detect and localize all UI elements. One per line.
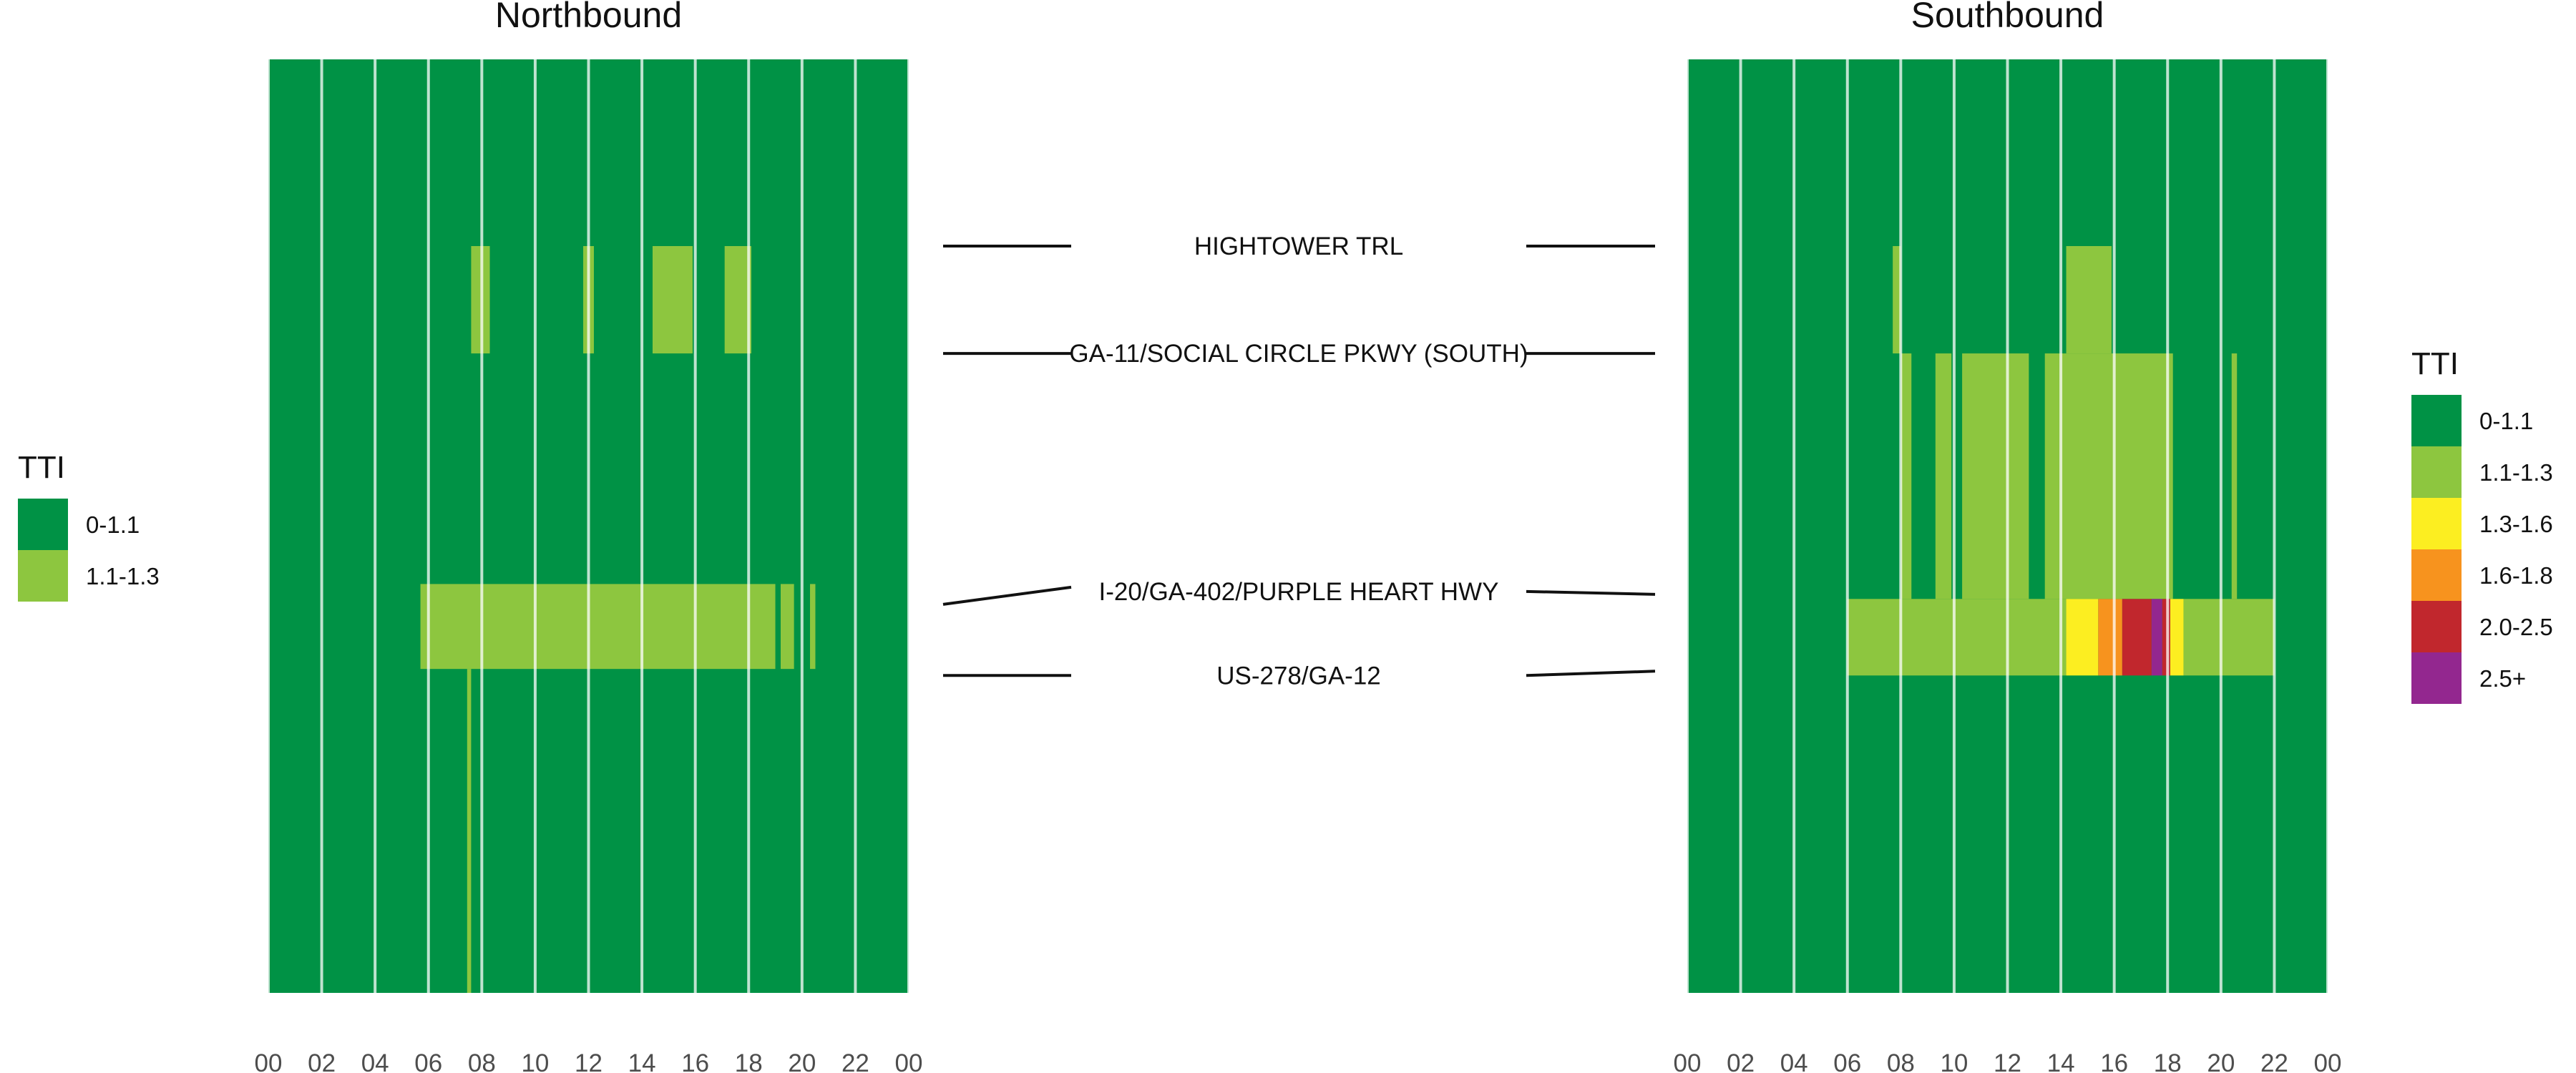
x-tick-label: 06 <box>414 1049 442 1073</box>
heatmap-cell <box>420 584 776 670</box>
road-labels-layer: HIGHTOWER TRL GA-11/SOCIAL CIRCLE PKWY (S… <box>942 232 1656 690</box>
heatmap-cell <box>1962 353 2029 599</box>
heatmap-cell <box>2122 599 2152 676</box>
legends-layer: TTI 0-1.1 1.1-1.3 TTI 0-1.1 1.1-1.3 1.3-1.6 1.6… <box>18 346 2553 704</box>
legend-label: 1.1-1.3 <box>2479 459 2553 486</box>
x-tick-label: 10 <box>521 1049 549 1073</box>
x-tick-label: 10 <box>1940 1049 1968 1073</box>
x-tick-label: 20 <box>2207 1049 2235 1073</box>
x-tick-label: 02 <box>1727 1049 1755 1073</box>
heatmap-cell <box>2231 353 2238 599</box>
legend-northbound: TTI 0-1.1 1.1-1.3 <box>18 450 160 602</box>
road-connector-right <box>1526 670 1656 677</box>
x-tick-label: 00 <box>2314 1049 2342 1073</box>
x-tick-label: 08 <box>468 1049 496 1073</box>
legend-label: 1.1-1.3 <box>86 563 160 589</box>
heatmap-cell <box>467 669 472 993</box>
legend-swatch <box>2411 549 2462 601</box>
heatmap-cell <box>653 246 693 354</box>
x-tick-label: 14 <box>2047 1049 2075 1073</box>
heatmap-cell <box>1901 353 1912 599</box>
legend-label: 2.5+ <box>2479 665 2526 692</box>
panel-southbound: Southbound 00 02 04 06 08 10 12 14 16 18 20 22 00 <box>1674 0 2342 1073</box>
legend-swatch <box>2411 395 2462 446</box>
legend-swatch <box>2411 446 2462 498</box>
heatmap-cell <box>2151 599 2162 676</box>
x-tick-label: 00 <box>1674 1049 1702 1073</box>
legend-label: 2.0-2.5 <box>2479 614 2553 640</box>
road-name: HIGHTOWER TRL <box>1194 232 1403 260</box>
legend-title: TTI <box>2411 346 2459 381</box>
heatmap-cell <box>724 246 751 354</box>
legend-southbound: TTI 0-1.1 1.1-1.3 1.3-1.6 1.6-1.8 2.0-2.5 2.5+ <box>2411 346 2553 704</box>
heatmap-cell <box>810 584 816 670</box>
heatmap-cell <box>2098 599 2122 676</box>
x-tick-label: 00 <box>895 1049 923 1073</box>
road-connector-left <box>942 585 1072 606</box>
heatmap-cell <box>2170 599 2184 676</box>
legend-label: 1.3-1.6 <box>2479 511 2553 537</box>
legend-label: 1.6-1.8 <box>2479 562 2553 589</box>
heatmap-cell <box>2183 599 2275 676</box>
x-tick-label: 18 <box>735 1049 763 1073</box>
x-tick-label: 16 <box>2100 1049 2128 1073</box>
x-tick-label: 14 <box>628 1049 656 1073</box>
legend-swatch <box>18 499 68 550</box>
legend-title: TTI <box>18 450 65 485</box>
x-tick-label: 20 <box>788 1049 816 1073</box>
x-tick-label: 06 <box>1833 1049 1861 1073</box>
legend-label: 0-1.1 <box>2479 408 2533 434</box>
panel-title: Northbound <box>495 0 682 35</box>
heatmap-cell <box>1893 246 1901 354</box>
heatmap-cell <box>2044 353 2173 599</box>
x-tick-label: 02 <box>308 1049 336 1073</box>
legend-swatch <box>2411 601 2462 652</box>
x-tick-label: 22 <box>841 1049 869 1073</box>
road-connector-right <box>1526 589 1656 596</box>
legend-label: 0-1.1 <box>86 511 140 538</box>
x-tick-label: 22 <box>2260 1049 2288 1073</box>
x-tick-label: 04 <box>361 1049 389 1073</box>
road-label-i-20-ga-402-purple-heart-hwy: I-20/GA-402/PURPLE HEART HWY <box>942 578 1656 606</box>
x-tick-label: 12 <box>1994 1049 2021 1073</box>
panel-northbound: Northbound 00 02 04 06 08 10 12 14 16 18 20 22 00 <box>255 0 923 1073</box>
road-label-ga-11-social-circle-pkwy-south: GA-11/SOCIAL CIRCLE PKWY (SOUTH) <box>943 340 1655 368</box>
road-label-hightower-trl: HIGHTOWER TRL <box>943 232 1655 260</box>
legend-swatch <box>2411 498 2462 549</box>
road-name: I-20/GA-402/PURPLE HEART HWY <box>1099 578 1499 606</box>
heatmap-cell <box>1935 353 1952 599</box>
x-tick-label: 08 <box>1887 1049 1915 1073</box>
road-name: US-278/GA-12 <box>1216 662 1381 690</box>
legend-swatch <box>2411 652 2462 704</box>
heatmap-cell <box>2066 599 2099 676</box>
legend-swatch <box>18 550 68 602</box>
x-tick-label: 12 <box>575 1049 602 1073</box>
heatmap-cell <box>1847 599 2067 676</box>
heatmap-cell <box>2066 246 2112 354</box>
x-tick-label: 18 <box>2154 1049 2182 1073</box>
x-tick-label: 04 <box>1780 1049 1808 1073</box>
panel-title: Southbound <box>1911 0 2104 35</box>
x-tick-label: 00 <box>255 1049 283 1073</box>
x-tick-label: 16 <box>681 1049 709 1073</box>
heatmap-cell <box>781 584 794 670</box>
road-name: GA-11/SOCIAL CIRCLE PKWY (SOUTH) <box>1069 340 1528 368</box>
road-label-us-278-ga-12: US-278/GA-12 <box>943 662 1656 690</box>
